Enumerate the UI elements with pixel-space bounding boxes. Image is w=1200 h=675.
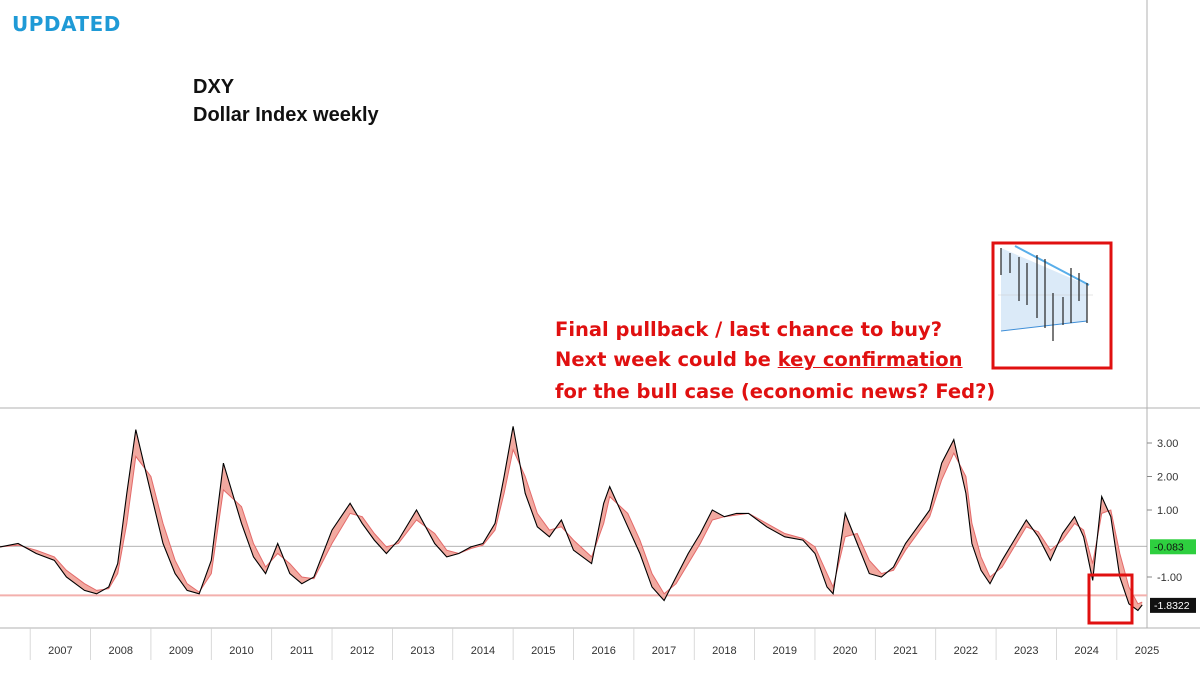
- updated-badge: UPDATED: [12, 12, 121, 36]
- osc-tick-label: 1.00: [1157, 505, 1178, 517]
- year-label: 2014: [471, 645, 495, 657]
- year-label: 2024: [1074, 645, 1098, 657]
- annotation-line-1: Final pullback / last chance to buy?: [555, 318, 943, 341]
- chart-title: DXY: [193, 76, 235, 98]
- year-label: 2022: [954, 645, 978, 657]
- year-label: 2020: [833, 645, 857, 657]
- year-label: 2011: [290, 645, 314, 657]
- year-label: 2013: [410, 645, 434, 657]
- osc-tick-label: 2.00: [1157, 472, 1178, 484]
- year-label: 2016: [591, 645, 615, 657]
- osc-tick-label: -1.00: [1157, 572, 1182, 584]
- year-label: 2025: [1135, 645, 1159, 657]
- annotation-line-3: for the bull case (economic news? Fed?): [555, 380, 996, 403]
- year-label: 2012: [350, 645, 374, 657]
- year-label: 2008: [108, 645, 132, 657]
- annotation-key-confirmation: key confirmation: [777, 348, 963, 371]
- year-label: 2009: [169, 645, 193, 657]
- osc-highlight-box: [1087, 573, 1134, 625]
- year-label: 2023: [1014, 645, 1038, 657]
- osc-last-value-tag: [1150, 539, 1196, 555]
- osc-line: [0, 426, 1143, 612]
- chart-subtitle: Dollar Index weekly: [193, 104, 379, 126]
- year-label: 2019: [773, 645, 797, 657]
- year-label: 2015: [531, 645, 555, 657]
- osc-last-value-tag: [1150, 597, 1196, 613]
- year-label: 2007: [48, 645, 72, 657]
- zoom-channel-fill: [1001, 248, 1087, 331]
- osc-tick-label: 3.00: [1157, 438, 1178, 450]
- osc-last-value-label: -0.083: [1154, 541, 1184, 553]
- year-label: 2017: [652, 645, 676, 657]
- zoom-ema-line: [1014, 245, 1090, 286]
- osc-last-value-label: -1.8322: [1154, 600, 1190, 612]
- year-label: 2018: [712, 645, 736, 657]
- year-label: 2021: [893, 645, 917, 657]
- zoom-channel-lower: [1000, 320, 1088, 332]
- osc-signal-line: [0, 448, 1143, 605]
- year-label: 2010: [229, 645, 253, 657]
- annotation-line-2: Next week could be key confirmation: [555, 348, 963, 371]
- annotation-line-2-prefix: Next week could be: [555, 348, 778, 371]
